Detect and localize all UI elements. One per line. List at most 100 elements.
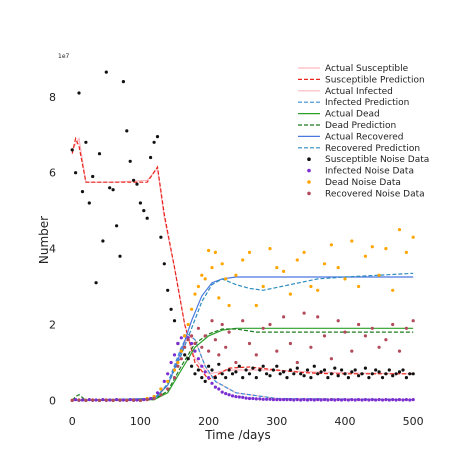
recovered-noise-data-point — [384, 338, 388, 342]
infected-noise-data-point — [357, 398, 361, 402]
dead-noise-data-point — [343, 277, 347, 281]
infected-noise-data-point — [316, 398, 320, 402]
infected-noise-data-point — [87, 398, 91, 402]
susceptible-noise-data-point — [213, 376, 217, 380]
dead-noise-data-point — [261, 284, 265, 289]
dead-noise-data-point — [196, 284, 200, 289]
dead-noise-data-point — [203, 277, 207, 281]
susceptible-noise-data-point — [285, 376, 289, 380]
dead-noise-data-point — [275, 266, 279, 270]
susceptible-noise-data-point — [135, 182, 139, 186]
infected-noise-data-point — [346, 398, 350, 402]
recovered-noise-data-point — [193, 341, 197, 346]
susceptible-noise-data-point — [196, 368, 200, 372]
susceptible-noise-data-point — [200, 376, 204, 380]
infected-noise-data-point — [179, 336, 183, 340]
susceptible-noise-data-point — [336, 374, 340, 378]
infected-noise-data-point — [190, 341, 194, 346]
susceptible-noise-data-point — [234, 370, 238, 374]
infected-noise-data-point — [237, 395, 241, 399]
susceptible-noise-data-point — [380, 376, 385, 380]
actual-dead-line — [72, 327, 414, 401]
recovered-noise-data-point — [84, 398, 88, 402]
y-tick-label: 4 — [49, 243, 56, 256]
susceptible-noise-data-point — [142, 209, 146, 213]
infected-noise-data-point — [244, 396, 248, 400]
dead-noise-data-point — [254, 303, 258, 308]
recovered-noise-data-point — [190, 334, 194, 338]
susceptible-noise-data-point — [247, 372, 252, 376]
dead-noise-data-point — [213, 250, 217, 254]
x-tick-label: 400 — [334, 415, 355, 428]
infected-noise-data-point — [309, 398, 313, 402]
infected-noise-data-point — [128, 398, 132, 402]
infected-noise-data-point — [224, 392, 228, 396]
x-tick-label: 200 — [198, 415, 219, 428]
susceptible-noise-data-point — [162, 262, 166, 266]
y-tick-label: 8 — [49, 91, 56, 104]
infected-noise-data-point — [288, 398, 292, 402]
infected-noise-data-point — [370, 398, 374, 402]
infected-noise-data-point — [74, 398, 78, 402]
infected-noise-data-point — [329, 398, 333, 402]
infected-noise-data-point — [193, 349, 197, 353]
susceptible-noise-data-point — [258, 368, 262, 372]
recovered-noise-data-point — [234, 360, 238, 365]
infected-noise-data-point — [271, 398, 275, 402]
infected-noise-data-point — [302, 398, 306, 402]
susceptible-noise-data-point — [155, 135, 160, 139]
susceptible-noise-data-point — [295, 366, 299, 370]
infected-noise-data-point — [162, 379, 166, 383]
legend-label: Actual Recovered — [325, 132, 404, 142]
susceptible-noise-data-point — [111, 188, 115, 192]
dead-noise-data-point — [350, 239, 354, 243]
susceptible-noise-data-point — [210, 368, 214, 372]
susceptible-noise-data-point — [322, 368, 327, 372]
susceptible-noise-data-point — [70, 148, 74, 152]
susceptible-noise-data-point — [74, 171, 78, 175]
susceptible-noise-data-point — [104, 70, 108, 74]
recovered-noise-data-point — [261, 326, 265, 330]
dead-noise-data-point — [329, 243, 333, 247]
infected-noise-data-point — [391, 398, 395, 402]
infected-noise-data-point — [207, 376, 211, 380]
infected-noise-data-point — [254, 397, 258, 401]
susceptible-noise-data-point — [108, 186, 112, 190]
susceptible-noise-data-point — [411, 372, 415, 376]
infected-noise-data-point — [142, 398, 146, 402]
susceptible-noise-data-point — [374, 368, 378, 372]
susceptible-noise-data-point — [329, 372, 333, 376]
infected-noise-data-point — [295, 398, 299, 402]
infected-noise-data-point — [265, 397, 269, 401]
dead-noise-data-point — [411, 235, 415, 239]
infected-noise-data-point — [94, 398, 98, 402]
infected-noise-data-point — [135, 398, 139, 402]
susceptible-noise-data-point — [275, 364, 279, 368]
dead-noise-data-point — [295, 258, 299, 262]
legend-label: Actual Susceptible — [325, 64, 409, 74]
x-tick-label: 300 — [266, 415, 287, 428]
dead-noise-data-point — [357, 284, 361, 289]
susceptible-noise-data-point — [391, 374, 395, 378]
dead-noise-data-point — [336, 266, 340, 270]
infected-noise-data-point — [261, 397, 265, 401]
susceptible-noise-data-point — [271, 368, 275, 372]
infected-noise-data-point — [408, 398, 412, 402]
susceptible-noise-data-point — [353, 368, 357, 372]
recovered-noise-data-point — [118, 398, 122, 402]
axes: 0 100 200 300 400 500 0 2 4 6 8 — [49, 91, 424, 428]
x-tick-label: 500 — [403, 415, 424, 428]
dead-noise-data-point — [227, 303, 231, 308]
recovered-noise-data-point — [210, 319, 214, 323]
dead-noise-data-point — [391, 288, 395, 292]
legend-swatch — [307, 168, 311, 173]
susceptible-noise-data-point — [367, 376, 371, 380]
dead-noise-data-point — [190, 307, 194, 311]
infected-noise-data-point — [200, 364, 204, 368]
susceptible-noise-data-point — [265, 372, 269, 376]
susceptible-noise-data-point — [183, 353, 187, 357]
legend-label: Susceptible Noise Data — [325, 155, 429, 165]
infected-noise-data-point — [377, 398, 381, 402]
recovered-noise-data-point — [138, 398, 142, 402]
